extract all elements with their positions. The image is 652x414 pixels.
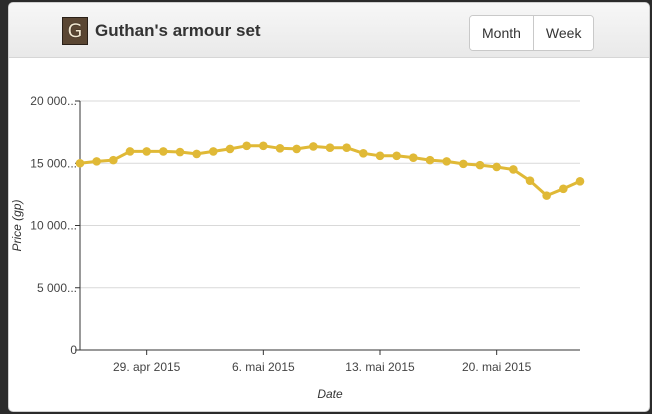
data-point bbox=[325, 143, 335, 152]
data-point bbox=[159, 147, 168, 156]
data-point bbox=[75, 158, 85, 168]
data-point bbox=[375, 151, 385, 161]
y-tick-label: 5 000... bbox=[37, 281, 77, 295]
data-point bbox=[109, 155, 118, 165]
chart-panel: G Guthan's armour set Month Week 0 5 000.… bbox=[8, 2, 650, 412]
data-point bbox=[475, 160, 485, 170]
price-chart: 0 5 000... 10 000... 15 000... 20 000... 29. … bbox=[10, 94, 585, 401]
y-axis-title: Price (gp) bbox=[10, 199, 24, 251]
data-point bbox=[492, 162, 501, 172]
data-point bbox=[509, 165, 518, 174]
panel-header: G Guthan's armour set Month Week bbox=[9, 3, 649, 58]
x-tick-label: 6. mai 2015 bbox=[232, 360, 295, 374]
data-point bbox=[559, 184, 568, 194]
data-point bbox=[92, 157, 101, 166]
data-point bbox=[342, 143, 351, 152]
item-icon: G bbox=[62, 17, 88, 45]
data-point bbox=[359, 148, 368, 158]
data-point bbox=[459, 159, 468, 169]
x-axis-title: Date bbox=[317, 387, 343, 401]
y-tick-label: 20 000... bbox=[30, 94, 77, 108]
y-tick-label: 10 000... bbox=[30, 219, 77, 233]
range-toggle: Month Week bbox=[469, 15, 595, 51]
item-icon-letter: G bbox=[67, 19, 83, 42]
x-tick-label: 20. mai 2015 bbox=[462, 360, 532, 374]
data-point bbox=[409, 153, 418, 162]
data-point bbox=[442, 157, 451, 166]
data-point bbox=[142, 147, 151, 156]
week-button[interactable]: Week bbox=[532, 16, 594, 50]
y-tick-label: 0 bbox=[70, 343, 77, 357]
data-point bbox=[192, 149, 201, 159]
y-tick-label: 15 000... bbox=[30, 156, 77, 170]
data-point bbox=[542, 191, 551, 200]
data-point bbox=[425, 155, 435, 165]
data-point bbox=[292, 144, 301, 154]
data-point bbox=[125, 147, 135, 156]
x-tick-label: 13. mai 2015 bbox=[345, 360, 415, 374]
data-point bbox=[209, 147, 218, 156]
data-point bbox=[525, 176, 535, 185]
data-point bbox=[175, 147, 185, 157]
data-point bbox=[575, 177, 585, 186]
x-tick-label: 29. apr 2015 bbox=[113, 360, 181, 374]
data-point bbox=[242, 141, 251, 151]
data-point bbox=[309, 142, 318, 151]
series-line bbox=[79, 144, 581, 198]
page-title: Guthan's armour set bbox=[95, 21, 261, 40]
data-point bbox=[392, 151, 401, 161]
data-point bbox=[225, 144, 235, 154]
month-button[interactable]: Month bbox=[470, 16, 533, 50]
data-point bbox=[259, 141, 268, 151]
data-point bbox=[275, 144, 285, 153]
